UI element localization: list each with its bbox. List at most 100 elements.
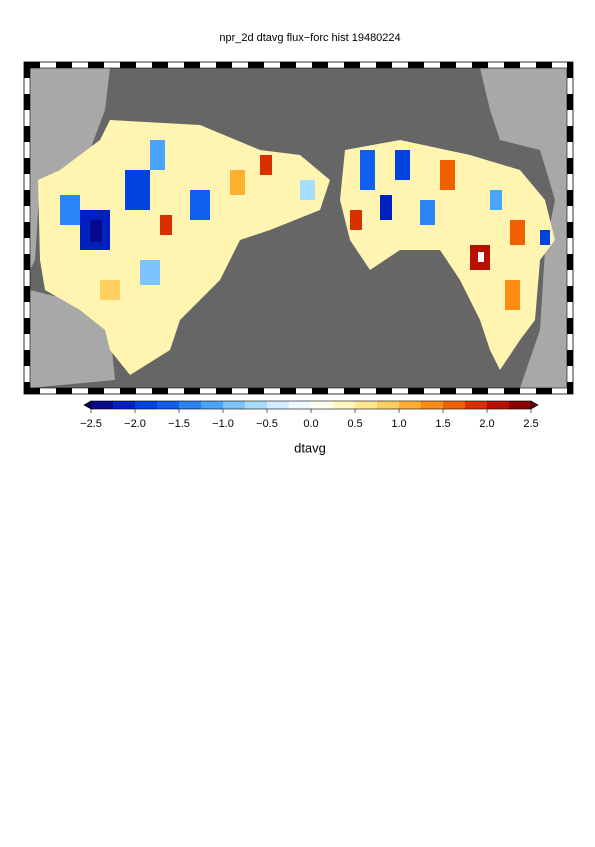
colorbar-swatch [289, 401, 312, 409]
frame-segment [376, 388, 392, 394]
frame-segment [88, 388, 104, 394]
frame-segment [120, 62, 136, 68]
frame-segment [552, 388, 568, 394]
colorbar-swatch [399, 401, 422, 409]
frame-segment [40, 62, 56, 68]
frame-segment [408, 388, 424, 394]
frame-segment [392, 62, 408, 68]
frame-segment [24, 94, 30, 110]
colorbar-swatch [223, 401, 246, 409]
frame-segment [567, 174, 573, 190]
colorbar-tick-label: 0.0 [303, 418, 318, 430]
frame-segment [184, 388, 200, 394]
frame-segment [312, 388, 328, 394]
frame-segment [200, 62, 216, 68]
frame-segment [567, 190, 573, 206]
colorbar-tick-label: −0.5 [256, 418, 278, 430]
frame-segment [24, 158, 30, 174]
colorbar-tick-label: −1.5 [168, 418, 190, 430]
frame-segment [567, 366, 573, 382]
frame-segment [296, 62, 312, 68]
colorbar-tick-label: 2.5 [523, 418, 538, 430]
frame-segment [72, 62, 88, 68]
frame-segment [264, 62, 280, 68]
map-title: npr_2d dtavg flux−forc hist 19480224 [219, 32, 400, 44]
frame-segment [567, 350, 573, 366]
frame-segment [328, 388, 344, 394]
data-region-asia [38, 120, 330, 375]
frame-segment [24, 78, 30, 94]
frame-segment [567, 62, 573, 78]
frame-segment [216, 62, 232, 68]
frame-segment [408, 62, 424, 68]
frame-segment [152, 388, 168, 394]
colorbar-tick-label: −2.5 [80, 418, 102, 430]
colorbar-tick-label: 1.5 [435, 418, 450, 430]
frame-segment [216, 388, 232, 394]
frame-segment [312, 62, 328, 68]
frame-segment [152, 62, 168, 68]
colorbar-swatch [487, 401, 510, 409]
frame-segment [472, 62, 488, 68]
frame-segment [567, 110, 573, 126]
frame-outline [23, 61, 574, 395]
frame-segment [168, 62, 184, 68]
frame-segment [184, 62, 200, 68]
frame-segment [232, 62, 248, 68]
colorbar-swatch [355, 401, 378, 409]
frame-segment [104, 62, 120, 68]
frame-segment [56, 62, 72, 68]
frame-segment [24, 286, 30, 302]
frame-segment [567, 126, 573, 142]
colorbar-tick-label: 1.0 [391, 418, 406, 430]
frame-segment [567, 382, 573, 394]
colorbar-swatch [91, 401, 114, 409]
frame-segment [120, 388, 136, 394]
frame-segment [248, 388, 264, 394]
frame-segment [24, 110, 30, 126]
data-cells [60, 140, 550, 310]
frame-segment [136, 62, 152, 68]
frame-inner [29, 67, 568, 389]
frame-segment [392, 388, 408, 394]
frame-segment [424, 62, 440, 68]
frame-segment [440, 388, 456, 394]
frame-segment [567, 78, 573, 94]
frame-segment [24, 318, 30, 334]
frame-segment [24, 302, 30, 318]
frame-segment [200, 388, 216, 394]
frame-segment [567, 94, 573, 110]
frame-segment [168, 388, 184, 394]
frame-segment [24, 222, 30, 238]
frame-segment [104, 388, 120, 394]
frame-segment [24, 388, 40, 394]
frame-segment [24, 190, 30, 206]
map [23, 61, 574, 395]
frame-segment [567, 286, 573, 302]
frame-segment [360, 388, 376, 394]
frame-segment [520, 388, 536, 394]
colorbar: −2.5 −2.0 −1.5 −1.0 −0.5 0.0 0.5 1.0 1.5 2.0 2.5 [80, 400, 539, 430]
frame-segment [504, 388, 520, 394]
colorbar-under [83, 400, 92, 410]
frame-segment [24, 62, 30, 78]
frame-segment [456, 388, 472, 394]
frame-segment [440, 62, 456, 68]
colorbar-swatch [179, 401, 202, 409]
colorbar-label: dtavg [294, 440, 326, 455]
colorbar-swatch [421, 401, 444, 409]
frame-segment [552, 62, 568, 68]
frame-segment [264, 388, 280, 394]
colorbar-tick-label: −2.0 [124, 418, 146, 430]
frame-segment [567, 142, 573, 158]
colorbar-swatch [267, 401, 290, 409]
frame-segment [296, 388, 312, 394]
frame-segment [24, 270, 30, 286]
frame-segment [24, 382, 30, 394]
frame-segment [40, 388, 56, 394]
frame-segment [536, 62, 552, 68]
frame-segment [360, 62, 376, 68]
frame-segment [567, 158, 573, 174]
frame-segment [456, 62, 472, 68]
frame-segment [567, 270, 573, 286]
